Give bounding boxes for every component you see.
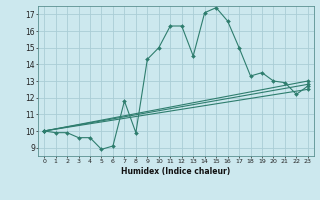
X-axis label: Humidex (Indice chaleur): Humidex (Indice chaleur) [121, 167, 231, 176]
